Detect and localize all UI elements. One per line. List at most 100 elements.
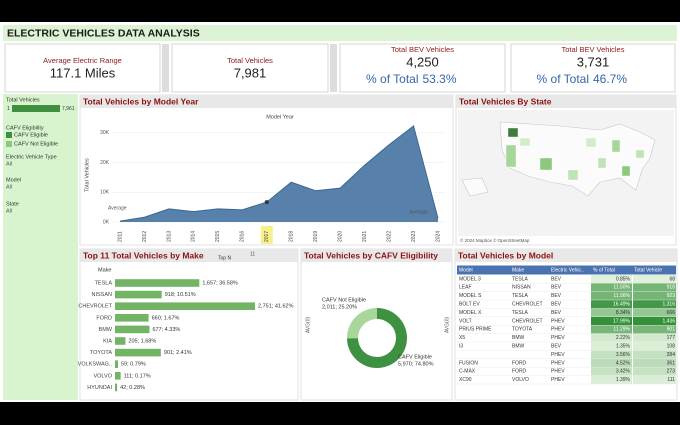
- cell-shade: [591, 342, 632, 351]
- column-header: Make: [512, 267, 524, 273]
- bar: [115, 372, 121, 380]
- map-state: [635, 149, 645, 159]
- cell-shade: [591, 275, 632, 283]
- legend-swatch: [6, 141, 12, 147]
- x-tick-label: 2016: [240, 231, 246, 242]
- cell-shade: [591, 375, 632, 384]
- panel-title-bar: [80, 95, 453, 108]
- panel-title-bar: [455, 249, 677, 262]
- kpi-label: Total BEV Vehicles: [562, 45, 625, 54]
- table-cell: BEV: [551, 344, 562, 350]
- map-state: [539, 157, 553, 171]
- table-cell: 108: [667, 344, 676, 350]
- table-header: [457, 265, 676, 275]
- y-tick-label: NISSAN: [92, 292, 113, 298]
- table-cell: XC90: [459, 377, 472, 383]
- cell-shade: [633, 291, 676, 300]
- cell-shade: [591, 283, 632, 292]
- cell-shade: [633, 333, 676, 342]
- column-header: Total Vehicle: [634, 267, 662, 273]
- table-cell: BEV: [551, 285, 562, 291]
- table-cell: MODEL S: [459, 293, 482, 299]
- data-label: 5,970; 74.80%: [398, 361, 434, 367]
- cell-shade: [633, 359, 676, 367]
- bar: [115, 325, 150, 334]
- legend-swatch: [6, 132, 12, 138]
- column-header: Electric Vehic..: [551, 267, 584, 273]
- data-label: 2,011; 25.20%: [322, 304, 357, 310]
- cell-shade: [633, 300, 676, 309]
- table-cell: 111: [667, 377, 675, 383]
- x-tick-label: 2019: [313, 231, 319, 242]
- cell-shade: [591, 325, 632, 334]
- x-tick-label: 2024: [435, 231, 441, 242]
- table-cell: 177: [667, 335, 676, 341]
- data-label: 1,657; 36.58%: [202, 280, 238, 286]
- table-cell: PHEV: [551, 327, 565, 333]
- y-tick-label: TOYOTA: [90, 350, 112, 356]
- table-cell: X5: [459, 335, 465, 341]
- table-cell: 918: [667, 285, 676, 291]
- table-cell: 16.49%: [613, 302, 631, 308]
- donut-slice: [347, 308, 377, 339]
- filter-value: All: [6, 184, 12, 190]
- cell-shade: [633, 350, 676, 359]
- table-cell: 1,436: [662, 318, 675, 324]
- cell-shade: [591, 308, 632, 317]
- table-cell: BMW: [512, 344, 525, 350]
- y-tick-label: HYUNDAI: [87, 385, 112, 391]
- cell-shade: [633, 375, 676, 384]
- kpi-card: [4, 43, 161, 93]
- scroll-strip: [330, 44, 337, 92]
- table-cell: BEV: [551, 302, 562, 308]
- table-cell: VOLT: [459, 318, 472, 324]
- table-cell: LEAF: [459, 285, 472, 291]
- cell-shade: [633, 317, 676, 325]
- table-cell: BMW: [512, 335, 525, 341]
- filter-value: All: [6, 208, 12, 214]
- cell-shade: [591, 333, 632, 342]
- x-tick-label: 2020: [337, 231, 343, 242]
- kpi-label: Average Electric Range: [43, 56, 122, 65]
- slider-min: 1: [7, 106, 10, 112]
- y-tick-label: FORD: [96, 315, 112, 321]
- table-cell: 68: [669, 276, 675, 282]
- column-header: Make: [98, 267, 111, 273]
- table-cell: I3: [459, 344, 463, 350]
- slider: [12, 105, 60, 112]
- table-cell: 17.99%: [613, 318, 631, 324]
- dashboard-title: ELECTRIC VEHICLES DATA ANALYSIS: [7, 27, 200, 39]
- table-cell: BEV: [551, 276, 562, 282]
- cell-shade: [633, 342, 676, 351]
- table-cell: NISSAN: [512, 285, 531, 291]
- bar: [115, 360, 119, 368]
- panel-title: Top 11 Total Vehicles by Make: [83, 250, 204, 260]
- table-cell: BOLT EV: [459, 302, 480, 308]
- table-cell: 901: [667, 327, 676, 333]
- panel: [79, 248, 299, 401]
- cell-shade: [633, 308, 676, 317]
- legend-label: CAFV Not Eligible: [14, 141, 58, 147]
- data-label: 901; 2.41%: [164, 350, 192, 356]
- cell-shade: [591, 291, 632, 300]
- filter-label: Electric Vehicle Type: [6, 154, 57, 160]
- kpi-card: [339, 43, 506, 93]
- table-cell: BEV: [551, 310, 562, 316]
- panel-title-bar: [80, 249, 298, 262]
- table-cell: C-MAX: [459, 369, 476, 375]
- kpi-value: 3,731: [577, 54, 610, 69]
- map-state: [505, 144, 517, 168]
- map-state: [611, 139, 621, 153]
- kpi-label: Total BEV Vehicles: [391, 45, 454, 54]
- x-tick-label: 2018: [289, 231, 295, 242]
- y-tick-label: 20K: [100, 160, 110, 166]
- kpi-share: 46.7%: [593, 72, 627, 86]
- reference-label: Average: [108, 205, 127, 211]
- table-cell: PHEV: [551, 360, 565, 366]
- panel-title: Total Vehicles by Model Year: [83, 96, 199, 106]
- table-cell: 11.50%: [613, 285, 630, 291]
- area: [120, 126, 438, 222]
- data-label: 205; 1.68%: [128, 338, 156, 344]
- map-state: [507, 127, 519, 138]
- cell-shade: [591, 300, 632, 309]
